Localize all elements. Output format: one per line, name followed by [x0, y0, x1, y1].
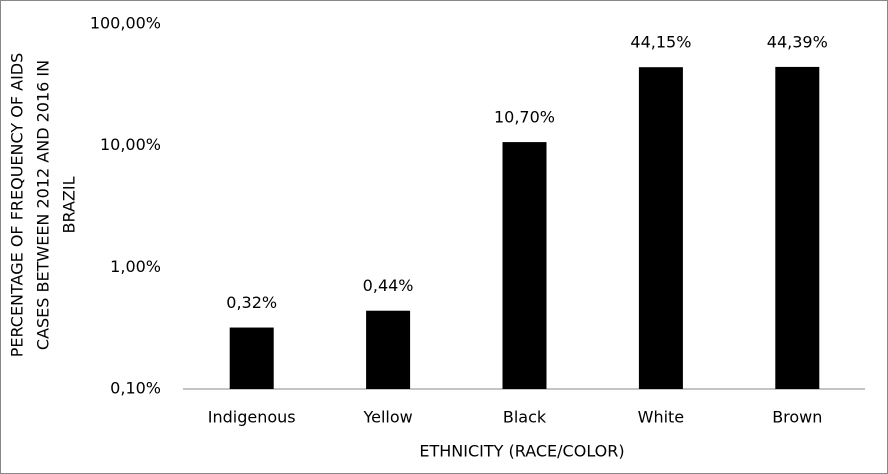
y-tick-label: 100,00% [90, 14, 161, 33]
bar [638, 67, 683, 389]
x-tick-label: Yellow [362, 408, 412, 427]
x-tick-label: White [638, 408, 685, 427]
x-tick-label: Black [503, 408, 547, 427]
data-label: 44,15% [630, 33, 691, 52]
bar [502, 142, 547, 389]
y-axis-title: BRAZIL [60, 176, 79, 233]
y-tick-label: 1,00% [110, 257, 161, 276]
y-tick-label: 10,00% [100, 135, 161, 154]
x-tick-label: Indigenous [208, 408, 296, 427]
bar [775, 66, 820, 390]
x-axis-title: ETHNICITY (RACE/COLOR) [419, 442, 624, 461]
y-axis-title: CASES BETWEEN 2012 AND 2016 IN [34, 60, 53, 350]
bar [229, 327, 274, 389]
bar [366, 310, 411, 389]
x-tick-label: Brown [772, 408, 822, 427]
data-label: 0,44% [363, 276, 414, 295]
data-label: 44,39% [767, 32, 828, 51]
data-label: 0,32% [226, 293, 277, 312]
y-tick-label: 0,10% [110, 379, 161, 398]
data-label: 10,70% [494, 108, 555, 127]
y-axis-title: PERCENTAGE OF FREQUENCY OF AIDS [8, 53, 27, 358]
